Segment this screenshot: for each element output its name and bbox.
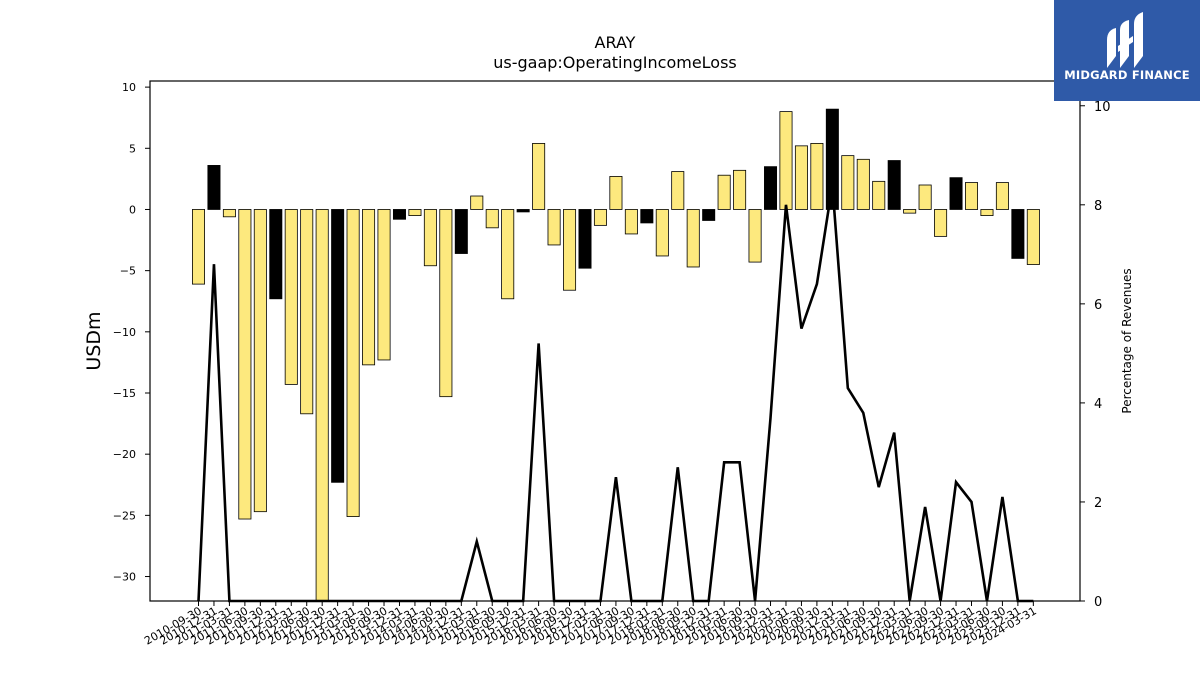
bar xyxy=(640,209,654,224)
bar xyxy=(748,209,762,263)
bar xyxy=(207,165,221,210)
bar xyxy=(423,209,437,267)
bar xyxy=(191,209,205,285)
y2-tick-label: 0 xyxy=(1094,595,1102,610)
bar xyxy=(810,142,824,210)
bar xyxy=(872,180,886,210)
bars-group xyxy=(191,108,1040,602)
bar xyxy=(1026,209,1040,265)
y-tick-label: −25 xyxy=(113,509,136,522)
bar xyxy=(253,209,267,513)
bar xyxy=(717,174,731,210)
chart-title: ARAY xyxy=(595,33,636,52)
y2-axis-ticks: 0 2 4 6 8 10 xyxy=(1080,100,1111,610)
bar xyxy=(841,155,855,210)
bar xyxy=(547,209,561,246)
bar xyxy=(779,111,793,210)
y-axis-label: USDm xyxy=(83,311,105,370)
y-tick-label: −5 xyxy=(120,265,136,278)
bar xyxy=(686,209,700,268)
bar xyxy=(516,209,530,213)
bar xyxy=(918,184,932,210)
bar xyxy=(408,209,422,216)
bar xyxy=(609,176,623,210)
bar xyxy=(346,209,360,517)
bar xyxy=(284,209,298,385)
bar xyxy=(578,209,592,269)
bar xyxy=(501,209,515,300)
bar xyxy=(593,209,607,226)
bar xyxy=(887,160,901,210)
y-tick-label: 10 xyxy=(122,81,136,94)
y-tick-label: −15 xyxy=(113,387,136,400)
bar xyxy=(362,209,376,366)
bar xyxy=(624,209,638,235)
bar xyxy=(934,209,948,237)
y-tick-label: −10 xyxy=(113,326,136,339)
y2-tick-label: 8 xyxy=(1094,199,1102,214)
bar xyxy=(470,195,484,210)
logo-mark-icon xyxy=(1107,12,1143,68)
bar xyxy=(563,209,577,291)
bar xyxy=(222,209,236,218)
bar xyxy=(300,209,314,415)
bar xyxy=(238,209,252,520)
y-tick-label: 0 xyxy=(129,203,136,216)
bar xyxy=(655,209,669,257)
bar xyxy=(439,209,453,398)
bar xyxy=(532,142,546,210)
bar xyxy=(733,169,747,210)
logo-text: MIDGARD FINANCE xyxy=(1064,68,1190,82)
bar xyxy=(671,171,685,210)
bar xyxy=(965,182,979,210)
bar xyxy=(903,209,917,214)
y-tick-label: −30 xyxy=(113,571,136,584)
bar xyxy=(702,209,716,221)
midgard-finance-logo: MIDGARD FINANCE xyxy=(1054,0,1200,101)
bar xyxy=(485,209,499,229)
y-tick-label: 5 xyxy=(129,142,136,155)
y-axis-ticks: 10 5 0 −5 −10 −15 −20 −25 −30 xyxy=(113,81,150,584)
bar xyxy=(949,177,963,210)
y2-tick-label: 10 xyxy=(1094,100,1111,115)
bar xyxy=(315,209,329,602)
bar xyxy=(392,209,406,220)
bar xyxy=(764,166,778,210)
y2-tick-label: 2 xyxy=(1094,496,1102,511)
bar xyxy=(269,209,283,300)
bar xyxy=(1011,209,1025,259)
y2-tick-label: 6 xyxy=(1094,298,1102,313)
y2-axis-label: Percentage of Revenues xyxy=(1120,268,1134,413)
y-tick-label: −20 xyxy=(113,448,136,461)
bar xyxy=(454,209,468,254)
bar xyxy=(331,209,345,483)
bar xyxy=(825,108,839,210)
bar xyxy=(794,145,808,210)
chart-subtitle: us-gaap:OperatingIncomeLoss xyxy=(493,53,737,72)
bar xyxy=(980,209,994,216)
bar xyxy=(856,158,870,210)
plot-frame xyxy=(149,80,1081,602)
bar xyxy=(995,182,1009,210)
bar xyxy=(377,209,391,361)
x-axis-ticks: 2010-09-302010-12-312011-03-312011-06-30… xyxy=(142,601,1039,648)
y2-tick-label: 4 xyxy=(1094,397,1102,412)
